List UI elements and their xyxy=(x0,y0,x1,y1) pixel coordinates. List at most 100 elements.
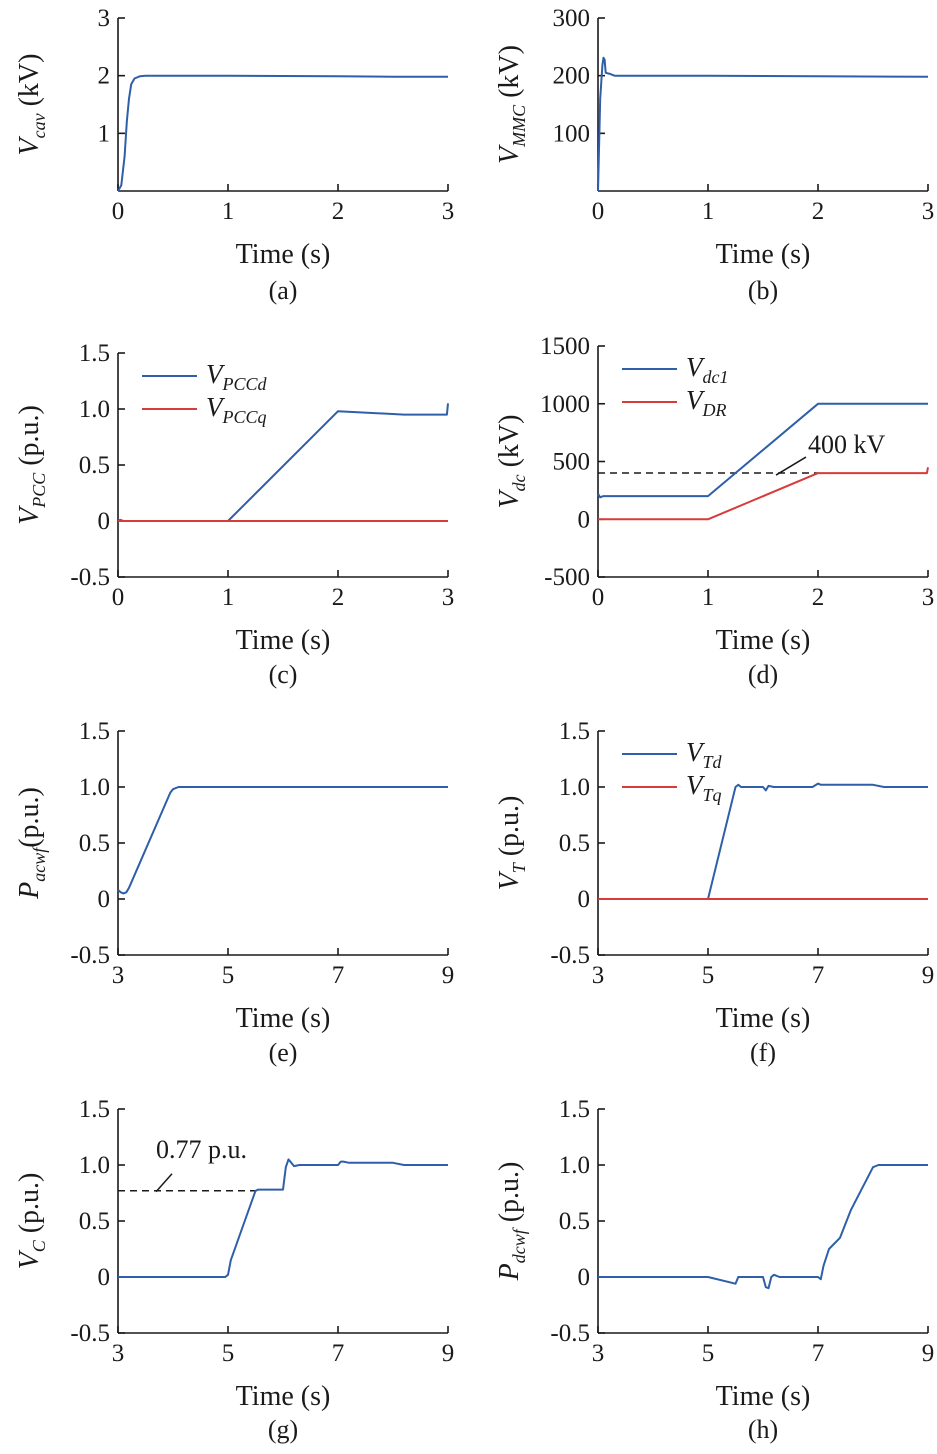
y-tick-label: 0.5 xyxy=(79,1208,110,1235)
y-tick-label: -0.5 xyxy=(70,942,110,969)
x-tick-label: 7 xyxy=(332,1340,345,1367)
y-tick-label: 1.5 xyxy=(559,1096,590,1123)
legend-label: Vdc1 xyxy=(686,352,729,387)
y-axis-label: VC (p.u.) xyxy=(14,1173,49,1270)
y-axis-label: Pacwf(p.u.) xyxy=(14,787,49,900)
y-axis-label: VT (p.u.) xyxy=(494,796,529,891)
y-tick-label: 100 xyxy=(553,120,591,147)
y-tick-label: 1.0 xyxy=(559,774,590,801)
legend-label: VPCCq xyxy=(206,392,267,427)
y-tick-label: 1 xyxy=(98,120,111,147)
series-line-1 xyxy=(117,74,448,192)
chart-panel-7: 3 5 7 9 -0.5 0 0.5 1.0 1.5 Time (s) VC (p.u.) 0.77 … xyxy=(14,1096,454,1444)
panel-caption: (d) xyxy=(748,660,778,689)
legend-label: VPCCd xyxy=(206,359,268,394)
x-axis-label: Time (s) xyxy=(716,625,811,656)
x-axis-label: Time (s) xyxy=(236,239,331,270)
y-tick-label: -0.5 xyxy=(550,942,590,969)
x-tick-label: 3 xyxy=(922,584,935,611)
panel-caption: (h) xyxy=(748,1415,778,1444)
x-tick-label: 0 xyxy=(112,198,125,225)
y-tick-label: 0.5 xyxy=(559,830,590,857)
y-tick-label: 200 xyxy=(553,63,591,90)
x-tick-label: 9 xyxy=(442,1340,455,1367)
x-tick-label: 3 xyxy=(442,584,455,611)
x-tick-label: 9 xyxy=(922,1340,935,1367)
y-axis-label: VPCC (p.u.) xyxy=(14,405,49,525)
chart-panel-6: 3 5 7 9 -0.5 0 0.5 1.0 1.5 Time (s) VT (p.u.) VTdVT… xyxy=(494,718,934,1067)
panel-caption: (a) xyxy=(269,276,298,305)
y-tick-label: -0.5 xyxy=(550,1320,590,1347)
y-tick-label: 0.5 xyxy=(79,830,110,857)
series-line-1 xyxy=(117,403,449,522)
x-axis-label: Time (s) xyxy=(716,1381,811,1412)
series-line-2 xyxy=(598,467,929,521)
series-line-1 xyxy=(118,1158,448,1278)
y-tick-label: 1.0 xyxy=(79,774,110,801)
y-tick-label: -0.5 xyxy=(70,564,110,591)
y-axis-label: Pdcwf (p.u.) xyxy=(494,1162,529,1282)
series-line-1 xyxy=(597,56,929,192)
legend-label: VTq xyxy=(686,770,722,805)
panel-caption: (b) xyxy=(748,276,778,305)
y-tick-label: 0.5 xyxy=(559,1208,590,1235)
y-axis-label: Vdc (kV) xyxy=(494,415,529,509)
annotation-leader xyxy=(155,1173,173,1193)
x-axis-label: Time (s) xyxy=(716,1003,811,1034)
y-tick-label: 0 xyxy=(578,886,591,913)
y-tick-label: 300 xyxy=(553,5,591,32)
legend-label: VTd xyxy=(686,737,723,772)
x-tick-label: 7 xyxy=(812,1340,825,1367)
y-axis-label: Vcav (kV) xyxy=(14,54,49,156)
x-tick-label: 0 xyxy=(112,584,125,611)
x-tick-label: 0 xyxy=(592,198,605,225)
y-tick-label: 1.5 xyxy=(79,340,110,367)
x-tick-label: 0 xyxy=(592,584,605,611)
annotation-label: 400 kV xyxy=(808,430,886,459)
x-axis-label: Time (s) xyxy=(236,1381,331,1412)
y-tick-label: -0.5 xyxy=(70,1320,110,1347)
x-tick-label: 3 xyxy=(592,962,605,989)
y-tick-label: 1.5 xyxy=(79,718,110,745)
x-tick-label: 2 xyxy=(332,584,345,611)
x-tick-label: 5 xyxy=(702,1340,715,1367)
x-tick-label: 3 xyxy=(442,198,455,225)
legend-label: VDR xyxy=(686,385,727,420)
x-tick-label: 7 xyxy=(332,962,345,989)
chart-panel-1: 0 1 2 3 1 2 3 Time (s) Vcav (kV) (a) xyxy=(14,5,454,305)
x-tick-label: 5 xyxy=(222,1340,235,1367)
x-tick-label: 5 xyxy=(222,962,235,989)
x-tick-label: 7 xyxy=(812,962,825,989)
x-axis-label: Time (s) xyxy=(236,1003,331,1034)
x-tick-label: 9 xyxy=(442,962,455,989)
x-axis-label: Time (s) xyxy=(236,625,331,656)
y-tick-label: 0 xyxy=(578,506,591,533)
y-tick-label: 1.0 xyxy=(79,1152,110,1179)
x-tick-label: 3 xyxy=(112,1340,125,1367)
x-tick-label: 9 xyxy=(922,962,935,989)
y-tick-label: 0 xyxy=(98,508,111,535)
x-tick-label: 3 xyxy=(922,198,935,225)
x-tick-label: 5 xyxy=(702,962,715,989)
y-tick-label: 1.0 xyxy=(79,396,110,423)
series-line-1 xyxy=(598,1164,928,1290)
y-tick-label: 0.5 xyxy=(79,452,110,479)
y-tick-label: -500 xyxy=(544,564,590,591)
y-tick-label: 1500 xyxy=(540,333,590,360)
x-tick-label: 2 xyxy=(812,584,825,611)
y-tick-label: 1.0 xyxy=(559,1152,590,1179)
chart-panel-5: 3 5 7 9 -0.5 0 0.5 1.0 1.5 Time (s) Pacwf(p.u.) (e) xyxy=(14,718,454,1067)
series-line-1 xyxy=(598,782,928,900)
chart-panel-2: 0 1 2 3 100 200 300 Time (s) VMMC (kV) (b) xyxy=(494,5,934,305)
panel-caption: (f) xyxy=(750,1038,776,1067)
annotation-leader xyxy=(775,456,807,476)
x-axis-label: Time (s) xyxy=(716,239,811,270)
x-tick-label: 3 xyxy=(112,962,125,989)
y-tick-label: 0 xyxy=(98,886,111,913)
y-tick-label: 2 xyxy=(98,63,111,90)
y-tick-label: 1.5 xyxy=(79,1096,110,1123)
y-tick-label: 0 xyxy=(578,1264,591,1291)
y-tick-label: 0 xyxy=(98,1264,111,1291)
